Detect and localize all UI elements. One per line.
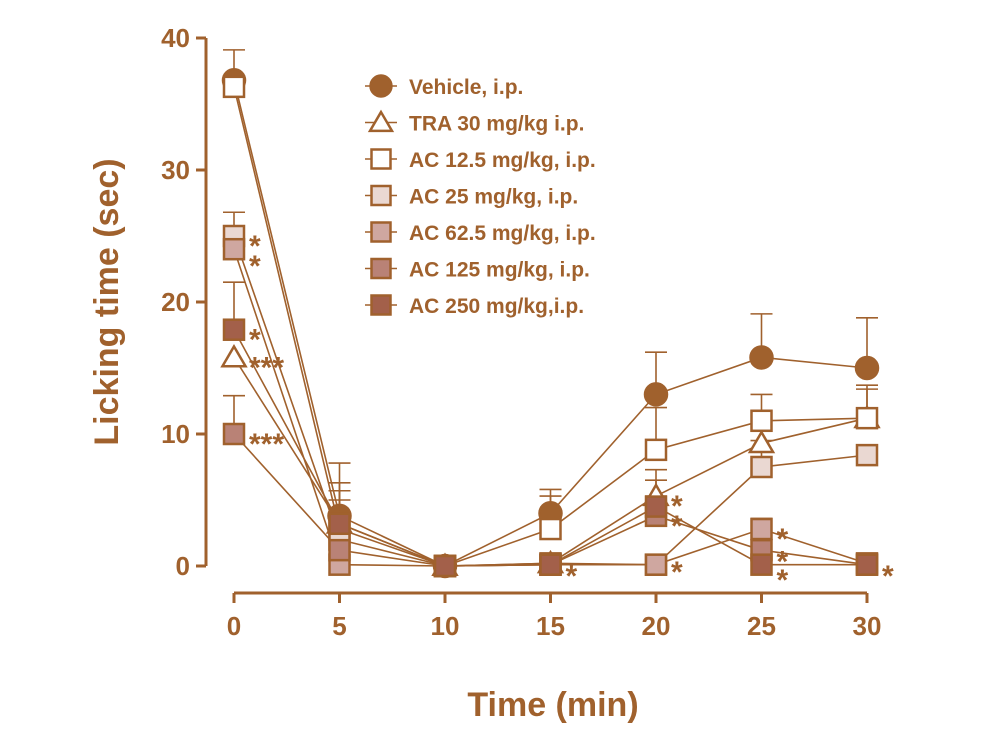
legend-label: AC 12.5 mg/kg, i.p. <box>409 149 596 172</box>
data-point <box>222 237 246 261</box>
x-tick-label: 5 <box>332 611 346 641</box>
legend-marker <box>367 109 395 133</box>
significance-annotations: **************** * <box>249 230 894 597</box>
significance-marker: * <box>777 545 789 578</box>
significance-marker: *** <box>249 428 284 461</box>
data-point <box>644 438 668 462</box>
x-tick-label: 20 <box>642 611 671 641</box>
data-point <box>222 422 246 446</box>
data-point <box>855 443 879 467</box>
data-point <box>855 406 879 430</box>
legend-label: AC 250 mg/kg,i.p. <box>409 295 584 318</box>
legend-label: Vehicle, i.p. <box>409 76 523 99</box>
legend-marker <box>370 257 392 280</box>
data-point <box>750 455 773 479</box>
legend-label: AC 125 mg/kg, i.p. <box>409 259 590 282</box>
x-tick-label: 15 <box>536 611 565 641</box>
x-axis-title: Time (min) <box>467 686 638 724</box>
y-tick-label: 20 <box>161 287 190 317</box>
y-tick-label: 40 <box>161 23 190 53</box>
data-point <box>749 345 774 370</box>
data-point <box>750 553 773 576</box>
significance-marker: * <box>671 510 683 543</box>
data-point <box>747 429 776 454</box>
legend-label: AC 25 mg/kg, i.p. <box>409 186 578 209</box>
data-point <box>222 318 246 341</box>
data-point <box>855 553 879 576</box>
data-markers <box>220 67 881 579</box>
data-point <box>328 512 351 536</box>
legend-marker <box>370 221 392 243</box>
legend-marker <box>369 74 393 98</box>
data-point <box>220 343 248 368</box>
significance-marker: * <box>249 250 261 283</box>
data-point <box>539 517 562 541</box>
data-point <box>644 553 668 576</box>
data-point <box>433 554 457 578</box>
y-tick-label: 30 <box>161 155 190 185</box>
data-point <box>643 382 669 407</box>
y-tick-label: 10 <box>161 419 190 449</box>
significance-marker: * <box>777 523 789 556</box>
significance-marker: * <box>566 560 578 593</box>
significance-marker: * <box>671 556 683 589</box>
data-point <box>644 495 668 518</box>
data-point <box>750 409 773 433</box>
x-tick-label: 10 <box>431 611 460 641</box>
legend-marker <box>370 294 392 316</box>
x-tick-label: 25 <box>747 611 776 641</box>
legend: Vehicle, i.p. TRA 30 mg/kg i.p. AC 12.5 mg… <box>365 74 596 318</box>
data-point <box>539 553 562 576</box>
data-point <box>750 517 773 541</box>
data-point <box>854 355 880 381</box>
axes: 0 10 20 30 40 0 5 10 15 20 25 30 <box>161 23 881 641</box>
legend-marker <box>370 184 392 207</box>
x-tick-label: 0 <box>227 611 241 641</box>
significance-marker: * <box>671 490 683 523</box>
significance-marker: * <box>882 560 894 593</box>
significance-marker: * <box>249 230 261 263</box>
legend-label: TRA 30 mg/kg i.p. <box>409 113 584 136</box>
y-tick-label: 0 <box>176 551 190 581</box>
y-axis-title: Licking time (sec) <box>88 158 126 445</box>
x-tick-label: 30 <box>853 611 882 641</box>
data-point <box>328 538 351 562</box>
significance-marker: *** <box>249 351 284 384</box>
significance-marker: * <box>777 564 789 597</box>
legend-label: AC 62.5 mg/kg, i.p. <box>409 222 596 245</box>
data-point <box>222 75 246 99</box>
significance-marker: * <box>249 324 261 357</box>
legend-marker <box>370 148 392 170</box>
